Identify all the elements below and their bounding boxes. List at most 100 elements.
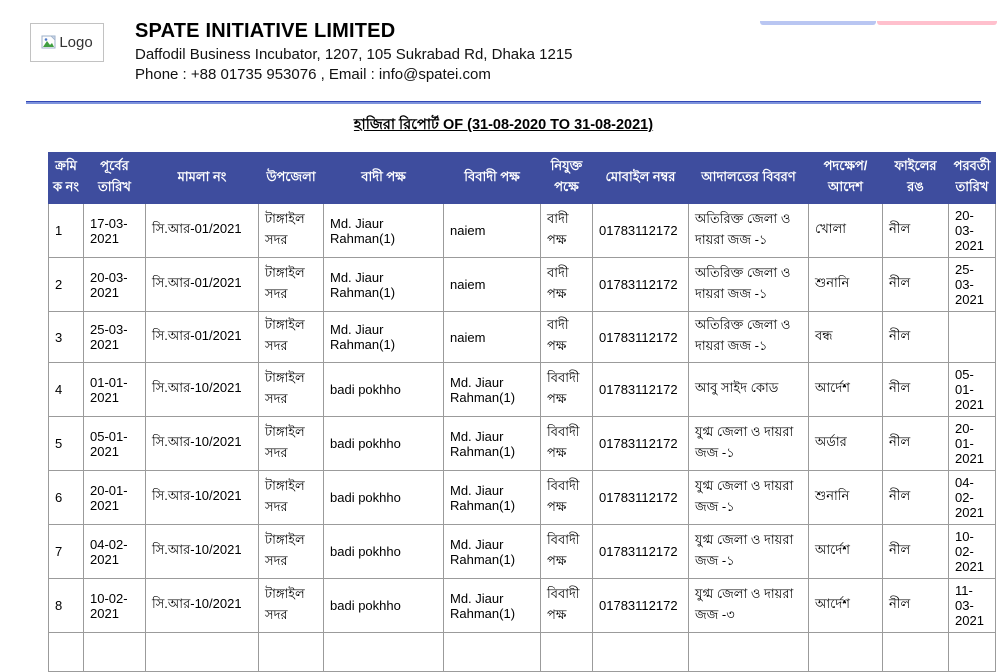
table-cell (592, 632, 689, 672)
table-row: 3 25-03-2021 সি.আর-01/2021 টাঙ্গাইল সদর Md. … (48, 311, 996, 363)
table-cell: Md. Jiaur Rahman(1) (443, 470, 541, 525)
table-cell: টাঙ্গাইল সদর (258, 578, 324, 633)
table-cell: নীল (882, 470, 949, 525)
company-address: Daffodil Business Incubator, 1207, 105 S… (135, 46, 573, 63)
table-cell: টাঙ্গাইল সদর (258, 362, 324, 417)
table-cell: বিবাদী পক্ষ (540, 578, 593, 633)
table-cell: 10-02-2021 (948, 524, 996, 579)
table-cell: বিবাদী পক্ষ (540, 416, 593, 471)
table-cell (258, 632, 324, 672)
table-cell: টাঙ্গাইল সদর (258, 524, 324, 579)
top-pink-button-remnant[interactable] (877, 21, 997, 25)
table-row: 8 10-02-2021 সি.আর-10/2021 টাঙ্গাইল সদর badi… (48, 578, 996, 633)
table-cell: 1 (48, 203, 84, 258)
table-cell: যুগ্ম জেলা ও দায়রা জজ -৩ (688, 578, 809, 633)
table-cell: নীল (882, 578, 949, 633)
table-cell: naiem (443, 311, 541, 363)
table-cell (48, 632, 84, 672)
table-cell: আর্দেশ (808, 362, 883, 417)
table-cell: সি.আর-10/2021 (145, 362, 259, 417)
table-cell: 6 (48, 470, 84, 525)
table-cell: 05-01-2021 (83, 416, 146, 471)
table-cell: সি.আর-10/2021 (145, 578, 259, 633)
column-header-11: পরবর্তী তারিখ (948, 152, 996, 204)
letterhead: Logo SPATE INITIATIVE LIMITED Daffodil B… (30, 21, 1007, 87)
table-cell: সি.আর-01/2021 (145, 257, 259, 312)
table-cell: Md. Jiaur Rahman(1) (323, 311, 444, 363)
table-cell: নীল (882, 416, 949, 471)
table-cell: 5 (48, 416, 84, 471)
table-cell: Md. Jiaur Rahman(1) (323, 257, 444, 312)
table-cell (540, 632, 593, 672)
table-cell: বাদী পক্ষ (540, 257, 593, 312)
company-name: SPATE INITIATIVE LIMITED (135, 20, 396, 42)
table-cell: শুনানি (808, 257, 883, 312)
table-cell (83, 632, 146, 672)
table-row: 7 04-02-2021 সি.আর-10/2021 টাঙ্গাইল সদর badi… (48, 524, 996, 579)
table-row: 2 20-03-2021 সি.আর-01/2021 টাঙ্গাইল সদর Md. … (48, 257, 996, 312)
table-cell: 25-03-2021 (83, 311, 146, 363)
table-cell: 8 (48, 578, 84, 633)
table-cell: naiem (443, 257, 541, 312)
broken-image-icon (41, 35, 56, 48)
column-header-8: আদালতের বিবরণ (688, 152, 809, 204)
table-cell: টাঙ্গাইল সদর (258, 203, 324, 258)
table-cell: 17-03-2021 (83, 203, 146, 258)
company-block: SPATE INITIATIVE LIMITED Daffodil Busine… (135, 21, 573, 87)
table-cell: যুগ্ম জেলা ও দায়রা জজ -১ (688, 524, 809, 579)
table-cell: আবু সাইদ কোড (688, 362, 809, 417)
table-cell: 20-03-2021 (948, 203, 996, 258)
table-row-partial (48, 632, 996, 672)
table-cell: নীল (882, 203, 949, 258)
table-cell (443, 632, 541, 672)
table-cell: আর্দেশ (808, 524, 883, 579)
table-cell: 04-02-2021 (83, 524, 146, 579)
table-cell (948, 311, 996, 363)
table-cell: নীল (882, 524, 949, 579)
report-title: হাজিরা রিপোর্ট OF (31-08-2020 TO 31-08-2… (353, 117, 654, 133)
table-cell: 01783112172 (592, 311, 689, 363)
column-header-1: পূর্বের তারিখ (83, 152, 146, 204)
top-blue-button-remnant[interactable] (760, 21, 876, 25)
column-header-5: বিবাদী পক্ষ (443, 152, 541, 204)
table-cell: 01783112172 (592, 524, 689, 579)
table-cell: বিবাদী পক্ষ (540, 524, 593, 579)
table-cell: 20-01-2021 (948, 416, 996, 471)
table-cell: সি.আর-01/2021 (145, 311, 259, 363)
case-table-body: 1 17-03-2021 সি.আর-01/2021 টাঙ্গাইল সদর Md. … (48, 203, 996, 672)
table-cell: যুগ্ম জেলা ও দায়রা জজ -১ (688, 416, 809, 471)
table-cell: 05-01-2021 (948, 362, 996, 417)
page: { "top_buttons": [ { "name": "blue-bar",… (0, 21, 1007, 672)
table-cell: 01783112172 (592, 416, 689, 471)
table-cell: সি.আর-10/2021 (145, 416, 259, 471)
table-row: 6 20-01-2021 সি.আর-10/2021 টাঙ্গাইল সদর badi… (48, 470, 996, 525)
table-cell: সি.আর-10/2021 (145, 470, 259, 525)
table-cell: টাঙ্গাইল সদর (258, 470, 324, 525)
table-cell: 20-03-2021 (83, 257, 146, 312)
logo-placeholder: Logo (30, 23, 104, 62)
table-cell: বন্ধ (808, 311, 883, 363)
table-cell: বিবাদী পক্ষ (540, 362, 593, 417)
table-cell: 11-03-2021 (948, 578, 996, 633)
table-cell: টাঙ্গাইল সদর (258, 257, 324, 312)
table-cell (145, 632, 259, 672)
table-cell: Md. Jiaur Rahman(1) (443, 416, 541, 471)
column-header-7: মোবাইল নম্বর (592, 152, 689, 204)
table-cell (808, 632, 883, 672)
table-cell: অতিরিক্ত জেলা ও দায়রা জজ -১ (688, 203, 809, 258)
table-cell: 25-03-2021 (948, 257, 996, 312)
table-cell: badi pokhho (323, 416, 444, 471)
table-cell (948, 632, 996, 672)
table-cell: টাঙ্গাইল সদর (258, 416, 324, 471)
table-cell (882, 632, 949, 672)
table-cell: Md. Jiaur Rahman(1) (443, 578, 541, 633)
table-cell: Md. Jiaur Rahman(1) (443, 524, 541, 579)
column-header-9: পদক্ষেপ/ আদেশ (808, 152, 883, 204)
table-cell: 04-02-2021 (948, 470, 996, 525)
table-cell: 01783112172 (592, 470, 689, 525)
company-contact: Phone : +88 01735 953076 , Email : info@… (135, 66, 491, 83)
table-cell: বাদী পক্ষ (540, 203, 593, 258)
table-cell: 01783112172 (592, 362, 689, 417)
table-cell: 10-02-2021 (83, 578, 146, 633)
table-cell: 20-01-2021 (83, 470, 146, 525)
